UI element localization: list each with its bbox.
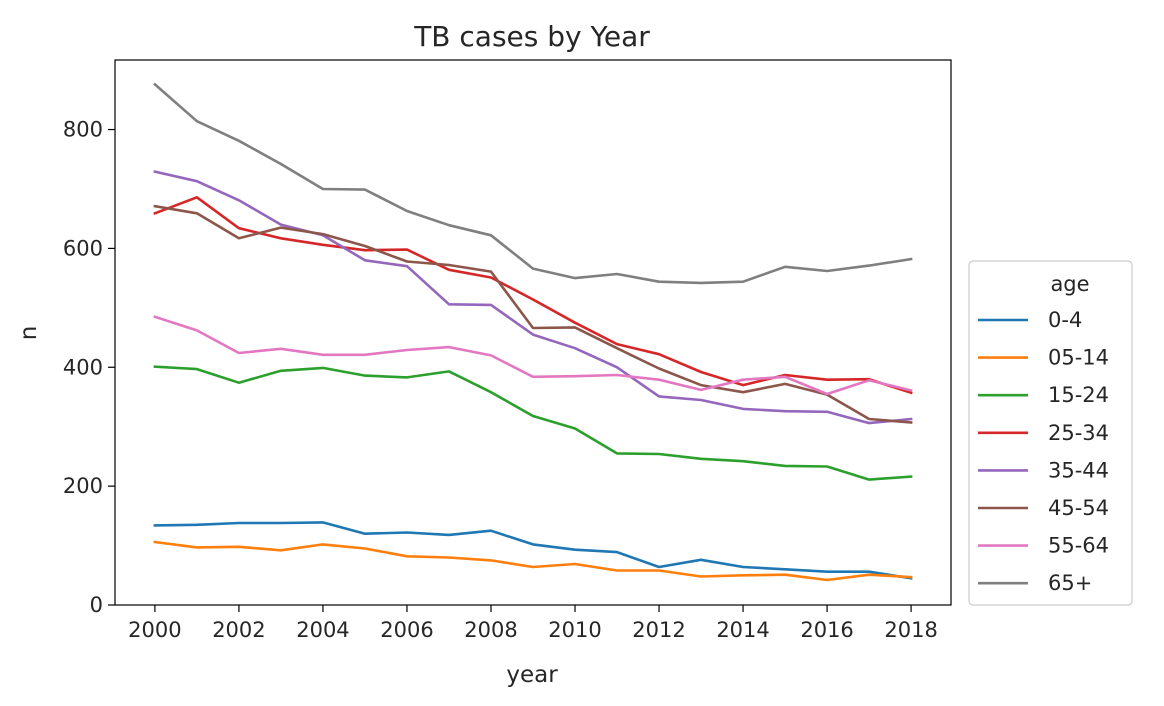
axes-frame — [114, 59, 952, 606]
series-line-5 — [153, 204, 913, 424]
x-axis-label: year — [506, 662, 558, 688]
legend-label: 0-4 — [1048, 308, 1082, 332]
x-axis: 2000 2002 2004 2006 2008 2010 2012 2014 2016 2018 — [128, 605, 938, 642]
series-line-2 — [153, 365, 913, 481]
legend-label: 05-14 — [1048, 346, 1109, 370]
legend-label: 65+ — [1048, 571, 1092, 595]
y-tick-label: 400 — [63, 355, 103, 379]
y-tick-label: 600 — [63, 236, 103, 260]
y-tick-label: 200 — [63, 474, 103, 498]
x-tick-label: 2014 — [716, 618, 769, 642]
legend-label: 25-34 — [1048, 421, 1109, 445]
legend: age 0-4 05-14 15-24 25-34 35-44 45-54 55-64 65+ — [968, 260, 1133, 606]
series-line-3 — [153, 196, 913, 395]
legend-label: 55-64 — [1048, 534, 1109, 558]
series-line-1 — [153, 540, 913, 582]
x-tick-label: 2010 — [548, 618, 601, 642]
x-tick-label: 2018 — [884, 618, 937, 642]
x-tick-label: 2012 — [632, 618, 685, 642]
x-tick-label: 2000 — [128, 618, 181, 642]
series-line-0 — [153, 521, 913, 580]
legend-label: 45-54 — [1048, 496, 1109, 520]
plot-area — [153, 82, 913, 582]
x-tick-label: 2004 — [296, 618, 349, 642]
x-tick-label: 2006 — [380, 618, 433, 642]
legend-label: 15-24 — [1048, 383, 1109, 407]
y-axis: 0 200 400 600 800 — [63, 118, 115, 617]
y-tick-label: 0 — [90, 593, 103, 617]
y-axis-label: n — [16, 326, 42, 341]
series-line-6 — [153, 315, 913, 396]
x-tick-label: 2002 — [212, 618, 265, 642]
x-tick-label: 2016 — [800, 618, 853, 642]
legend-label: 35-44 — [1048, 458, 1109, 482]
x-tick-label: 2008 — [464, 618, 517, 642]
series-line-7 — [153, 82, 913, 285]
series-line-4 — [153, 170, 913, 425]
chart-title: TB cases by Year — [413, 20, 650, 53]
y-tick-label: 800 — [63, 118, 103, 142]
legend-title: age — [1050, 272, 1089, 296]
legend-frame — [968, 260, 1133, 606]
